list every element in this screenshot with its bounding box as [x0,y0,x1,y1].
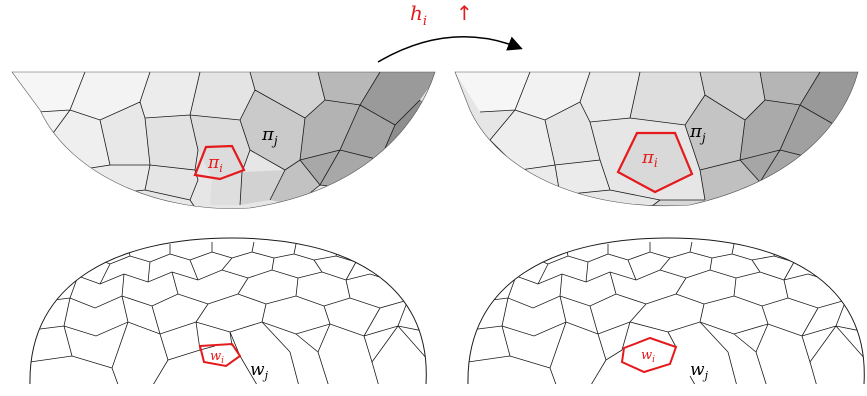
lifted-surface-left: πi πj [11,71,436,209]
up-arrow-glyph: ↑ [456,1,473,25]
neighbor-label-w-j: wj [690,360,709,382]
h-label: hi [410,1,427,29]
neighbor-label-w-j: wj [250,360,269,382]
highlighted-cell-w-i [198,342,242,368]
neighbor-label-pi-j: πj [261,124,278,148]
lifted-surface-right: πi πj [454,71,859,207]
highlighted-cell-w-i [620,336,678,374]
highlight-label-w-i: wi [210,349,224,366]
transition-arrow [377,36,523,63]
h-increase-annotation: hi ↑ [377,1,523,63]
highlight-label-pi-i: πi [207,153,223,175]
highlight-label-pi-i: πi [641,147,658,170]
highlighted-cell-pi-i [193,144,246,181]
power-diagram-left: wi wj [29,237,427,385]
highlight-label-w-i: wi [641,348,655,365]
power-diagram-right: wi wj [467,237,865,385]
neighbor-label-pi-j: πj [689,121,706,145]
highlighted-cell-pi-i [616,131,694,194]
